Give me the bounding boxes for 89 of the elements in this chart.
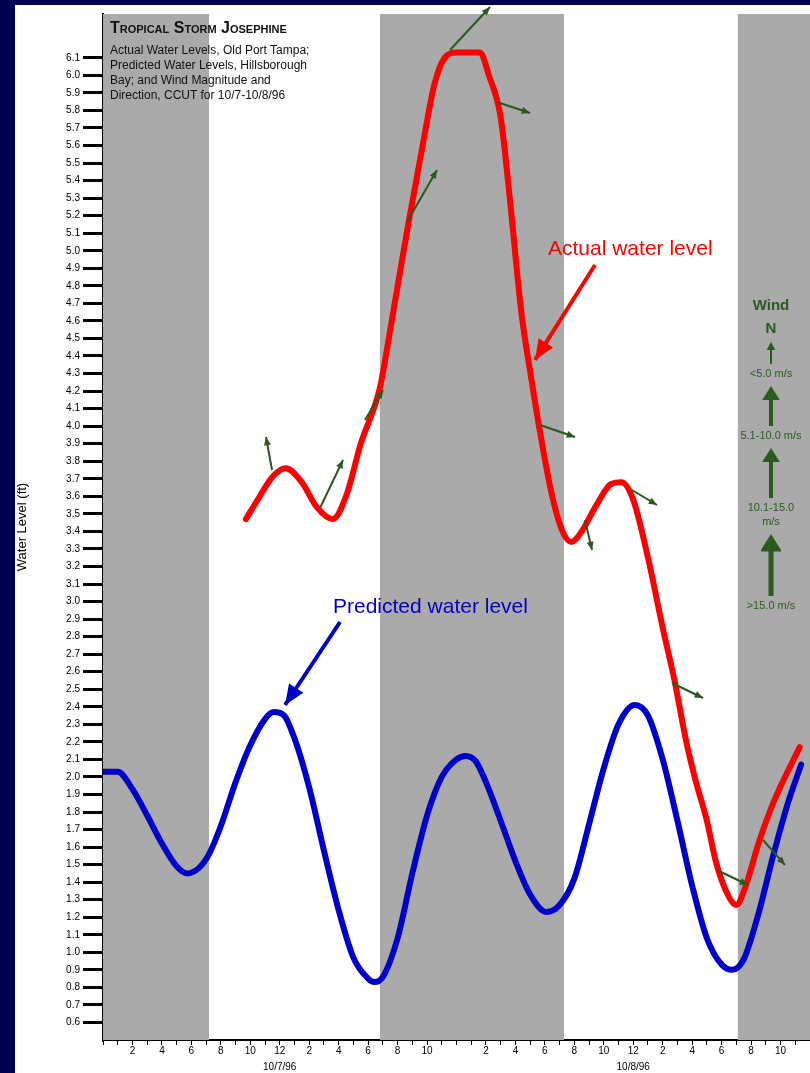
x-tick-label: 8 bbox=[218, 1044, 225, 1056]
y-tick-label: 3.3 bbox=[66, 542, 81, 554]
y-tick-label: 5.0 bbox=[66, 244, 81, 256]
y-tick-label: 4.9 bbox=[66, 262, 81, 274]
x-tick-label: 4 bbox=[512, 1044, 519, 1056]
y-tick-label: 4.5 bbox=[66, 332, 81, 344]
y-tick-label: 3.6 bbox=[66, 490, 81, 502]
x-tick-label: 2 bbox=[483, 1044, 490, 1056]
x-tick-label: 8 bbox=[748, 1044, 755, 1056]
x-tick-label: 6 bbox=[365, 1044, 372, 1056]
y-tick-label: 0.9 bbox=[66, 963, 81, 975]
y-tick-label: 2.3 bbox=[66, 718, 81, 730]
y-tick-label: 3.7 bbox=[66, 472, 81, 484]
y-tick-label: 5.7 bbox=[66, 121, 81, 133]
y-tick-label: 2.7 bbox=[66, 647, 81, 659]
y-tick-label: 4.6 bbox=[66, 314, 81, 326]
y-tick-label: 3.4 bbox=[66, 525, 81, 537]
annotation: Wind bbox=[751, 296, 791, 313]
y-tick-label: 2.4 bbox=[66, 700, 81, 712]
y-tick-label: 3.9 bbox=[66, 437, 81, 449]
y-tick-label: 0.7 bbox=[66, 998, 81, 1010]
y-tick-label: 1.7 bbox=[66, 823, 81, 835]
y-tick-label: 3.0 bbox=[66, 595, 81, 607]
x-tick-label: 10 bbox=[598, 1044, 610, 1056]
y-tick-label: 5.5 bbox=[66, 156, 81, 168]
x-tick-label: 12 bbox=[627, 1044, 640, 1056]
y-tick-label: 2.8 bbox=[66, 630, 81, 642]
y-tick-label: 4.1 bbox=[66, 402, 81, 414]
text: Predicted water level bbox=[333, 594, 528, 617]
y-tick-label: 1.4 bbox=[66, 875, 81, 887]
x-tick-label: 2 bbox=[129, 1044, 136, 1056]
y-tick-label: 4.4 bbox=[66, 349, 81, 361]
y-tick-label: 5.3 bbox=[66, 191, 81, 203]
y-tick-label: 1.3 bbox=[66, 893, 81, 905]
x-tick-label: 10 bbox=[421, 1044, 434, 1056]
y-tick-label: 6.0 bbox=[66, 69, 81, 81]
y-tick-label: 4.3 bbox=[66, 367, 81, 379]
x-tick-label: 4 bbox=[335, 1044, 342, 1056]
text: 10/7/96 bbox=[263, 1061, 297, 1072]
annotation: 5.1-10.0 m/s bbox=[740, 428, 802, 442]
y-tick-label: 3.5 bbox=[66, 507, 81, 519]
y-tick-label: 5.9 bbox=[66, 86, 81, 98]
x-tick-label: 2 bbox=[659, 1044, 666, 1056]
y-tick-label: 1.2 bbox=[66, 910, 81, 922]
y-tick-label: 4.8 bbox=[66, 279, 81, 291]
x-tick-label: 8 bbox=[394, 1044, 401, 1056]
y-tick-label: 0.8 bbox=[66, 981, 81, 993]
x-tick-label: 4 bbox=[689, 1044, 696, 1056]
x-tick-label: 6 bbox=[718, 1044, 725, 1056]
y-tick-label: 5.1 bbox=[66, 226, 81, 238]
y-tick-label: 3.8 bbox=[66, 454, 81, 466]
annotation: >15.0 m/s bbox=[745, 598, 797, 612]
annotation: N bbox=[764, 319, 778, 336]
y-tick-label: 2.5 bbox=[66, 682, 81, 694]
series-label: Actual water level bbox=[548, 236, 713, 259]
y-tick-label: 5.4 bbox=[66, 174, 81, 186]
y-tick-label: 1.9 bbox=[66, 788, 81, 800]
y-tick-label: 5.6 bbox=[66, 139, 81, 151]
y-tick-label: 1.1 bbox=[66, 928, 81, 940]
y-tick-label: 2.9 bbox=[66, 612, 81, 624]
y-tick-label: 5.2 bbox=[66, 209, 81, 221]
annotation: <5.0 m/s bbox=[748, 366, 794, 380]
y-tick-label: 1.5 bbox=[66, 858, 81, 870]
y-tick-label: 4.2 bbox=[66, 384, 81, 396]
y-tick-label: 6.1 bbox=[66, 51, 81, 63]
y-tick-label: 1.8 bbox=[66, 805, 81, 817]
y-tick-label: 2.6 bbox=[66, 665, 81, 677]
y-tick-label: 1.6 bbox=[66, 840, 81, 852]
y-tick-label: 2.0 bbox=[66, 770, 81, 782]
y-tick-label: 3.1 bbox=[66, 577, 81, 589]
y-tick-label: 4.7 bbox=[66, 297, 81, 309]
y-tick-label: 1.0 bbox=[66, 946, 81, 958]
y-tick-label: 3.2 bbox=[66, 560, 81, 572]
y-tick-label: 4.0 bbox=[66, 419, 81, 431]
y-tick-label: 0.6 bbox=[66, 1016, 81, 1028]
x-tick-label: 10 bbox=[774, 1044, 787, 1056]
x-tick-label: 8 bbox=[571, 1044, 578, 1056]
x-tick-label: 2 bbox=[306, 1044, 313, 1056]
x-tick-label: 10 bbox=[244, 1044, 257, 1056]
annotation: 10.1-15.0 m/s bbox=[746, 500, 796, 528]
y-tick-label: 2.2 bbox=[66, 735, 81, 747]
x-tick-label: 4 bbox=[159, 1044, 166, 1056]
y-tick-label: 5.8 bbox=[66, 104, 81, 116]
y-tick-label: 2.1 bbox=[66, 753, 81, 765]
y-axis-title: Water Level (ft) bbox=[14, 482, 30, 572]
x-tick-label: 12 bbox=[274, 1044, 286, 1056]
x-tick-label: 6 bbox=[188, 1044, 195, 1056]
text: 10/8/96 bbox=[616, 1061, 651, 1072]
x-tick-label: 6 bbox=[542, 1044, 549, 1056]
